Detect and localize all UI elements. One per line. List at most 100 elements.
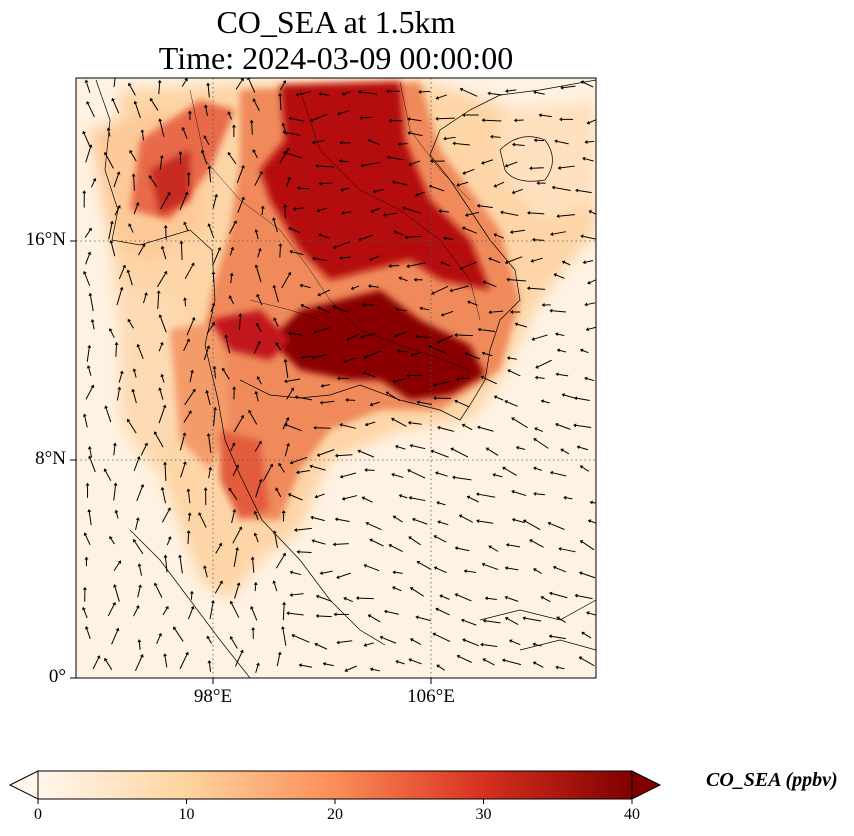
wind-arrow-head <box>284 423 288 427</box>
wind-arrow-head <box>158 118 163 122</box>
wind-arrow-shaft <box>188 515 191 522</box>
wind-arrow-head <box>573 423 577 428</box>
wind-arrow-shaft <box>418 616 431 622</box>
wind-arrow-head <box>337 111 341 116</box>
wind-arrow-head <box>355 596 359 601</box>
wind-arrow-shaft <box>552 231 566 235</box>
wind-arrow-head <box>481 562 486 567</box>
wind-arrow-shaft <box>253 100 260 112</box>
wind-arrow-shaft <box>581 657 595 667</box>
wind-arrow-shaft <box>552 472 567 477</box>
wind-arrow-head <box>158 314 163 318</box>
wind-arrow-head <box>415 615 419 620</box>
wind-arrow-head <box>419 306 423 311</box>
wind-arrow-shaft <box>584 158 594 162</box>
wind-arrow-shaft <box>582 466 590 472</box>
wind-arrow-shaft <box>517 323 528 328</box>
wind-arrow-shaft <box>133 176 135 191</box>
wind-arrow-head <box>254 390 259 395</box>
wind-arrow-shaft <box>430 346 447 354</box>
wind-arrow-shaft <box>536 493 545 496</box>
wind-arrow-head <box>113 482 118 486</box>
wind-arrow-head <box>549 308 553 313</box>
wind-arrow-head <box>248 409 252 414</box>
wind-arrow-shaft <box>576 424 592 428</box>
wind-arrow-head <box>454 546 459 551</box>
wind-arrow-head <box>554 139 558 144</box>
wind-arrow-head <box>295 92 299 97</box>
wind-arrow-shaft <box>150 177 158 188</box>
wind-arrow-shaft <box>291 333 303 336</box>
wind-arrow-head <box>87 509 92 513</box>
wind-arrow-shaft <box>161 376 165 383</box>
wind-arrow-head <box>203 487 208 491</box>
wind-arrow-head <box>433 396 437 401</box>
wind-arrow-shaft <box>156 635 161 644</box>
wind-arrow-head <box>459 87 464 92</box>
wind-arrow-head <box>281 122 286 127</box>
wind-arrow-shaft <box>387 392 401 402</box>
wind-arrow-shaft <box>162 608 168 616</box>
wind-arrow-shaft <box>112 100 120 114</box>
wind-arrow-head <box>563 495 567 500</box>
wind-arrow-head <box>272 217 276 221</box>
wind-arrow-shaft <box>274 533 278 548</box>
wind-arrow-shaft <box>135 520 139 530</box>
wind-arrow-head <box>208 466 213 471</box>
wind-arrow-shaft <box>225 337 231 354</box>
wind-arrow-head <box>322 661 327 666</box>
wind-arrow-shaft <box>410 537 421 546</box>
wind-arrow-head <box>192 388 196 393</box>
wind-arrow-shaft <box>582 350 589 354</box>
wind-arrow-head <box>191 317 196 321</box>
wind-arrow-shaft <box>418 335 430 339</box>
wind-arrow-head <box>504 260 509 265</box>
wind-arrow-head <box>317 306 321 310</box>
wind-arrow-shaft <box>292 593 304 596</box>
wind-arrow-head <box>283 358 288 363</box>
wind-arrow-head <box>165 605 169 610</box>
wind-arrow-shaft <box>314 540 326 545</box>
wind-arrow-head <box>490 134 494 139</box>
wind-arrow-head <box>252 149 257 153</box>
wind-arrow-head <box>88 144 93 148</box>
wind-arrow-head <box>481 118 485 123</box>
wind-arrow-shaft <box>233 549 238 567</box>
wind-arrow-head <box>406 373 410 378</box>
wind-arrow-shaft <box>507 89 517 92</box>
wind-arrow-shaft <box>84 416 88 428</box>
wind-arrow-head <box>219 580 223 585</box>
wind-arrow-shaft <box>180 243 183 260</box>
wind-arrow-shaft <box>396 331 408 337</box>
wind-arrow-head <box>317 292 321 297</box>
wind-arrow-head <box>178 554 183 558</box>
wind-arrow-shaft <box>339 640 353 643</box>
wind-arrow-head <box>149 97 154 102</box>
wind-arrow-head <box>538 113 542 118</box>
wind-arrow-shaft <box>433 450 449 458</box>
wind-arrow-head <box>286 147 290 151</box>
wind-arrow-head <box>407 469 411 473</box>
wind-arrow-head <box>341 496 346 501</box>
wind-arrow-head <box>203 565 207 569</box>
wind-arrow-shaft <box>138 642 141 650</box>
wind-arrow-head <box>506 356 511 361</box>
wind-arrow-shaft <box>395 571 403 574</box>
wind-arrow-shaft <box>401 277 408 282</box>
wind-arrow-shaft <box>385 212 398 216</box>
wind-arrow-head <box>437 425 441 430</box>
wind-arrow-shaft <box>299 187 310 190</box>
wind-arrow-head <box>229 272 234 276</box>
wind-arrow-head <box>454 399 458 404</box>
wind-arrow-shaft <box>297 396 312 401</box>
wind-arrow-head <box>316 208 321 213</box>
wind-arrow-head <box>541 302 545 307</box>
wind-arrow-shaft <box>143 294 147 304</box>
wind-arrow-head <box>459 266 463 270</box>
wind-arrow-shaft <box>555 567 567 573</box>
wind-arrow-shaft <box>577 595 593 600</box>
wind-arrow-shaft <box>86 628 91 640</box>
wind-arrow-head <box>287 271 292 276</box>
wind-arrow-head <box>573 396 578 401</box>
wind-arrow-shaft <box>507 161 518 167</box>
